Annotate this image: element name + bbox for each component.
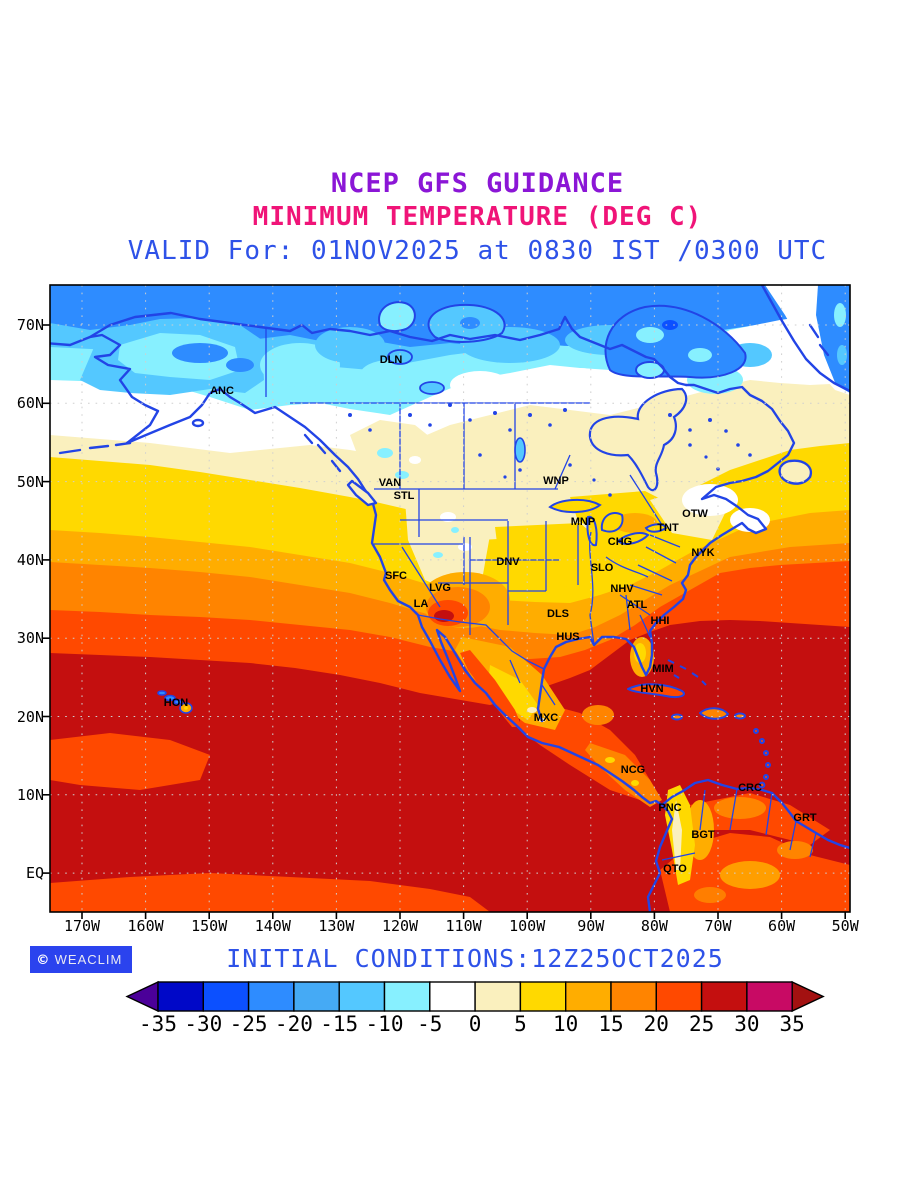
station-label-HON: HON xyxy=(163,697,189,709)
page-subtitle: MINIMUM TEMPERATURE (DEG C) xyxy=(252,202,703,232)
station-label-VAN: VAN xyxy=(378,477,402,489)
station-label-layer: ANC DLN VAN STL WNP MNP CHG OTW TNT NYK DNV SLO SFC L… xyxy=(50,285,850,912)
station-label-MIM: MIM xyxy=(652,663,674,675)
lat-label: 40N xyxy=(16,550,44,569)
temperature-map xyxy=(43,284,851,919)
station-label-LA: LA xyxy=(413,598,429,610)
map-art xyxy=(50,285,850,912)
lon-label: 90W xyxy=(577,917,605,935)
page-title: NCEP GFS GUIDANCE xyxy=(330,168,625,199)
colorbar-tick-label: 5 xyxy=(514,1012,527,1036)
lon-label: 80W xyxy=(640,917,668,935)
colorbar-tick-label: 20 xyxy=(643,1012,669,1036)
station-label-DLS: DLS xyxy=(547,608,569,620)
lat-label: 10N xyxy=(16,785,44,804)
lat-label: EQ xyxy=(25,864,44,883)
lat-label: 70N xyxy=(16,316,44,334)
station-label-MNP: MNP xyxy=(570,516,596,528)
lon-label: 160W xyxy=(127,917,164,935)
station-label-NHV: NHV xyxy=(610,583,634,595)
lon-label: 60W xyxy=(768,917,796,935)
colorbar-tick-label: 30 xyxy=(734,1012,760,1036)
station-label-OTW: OTW xyxy=(682,508,708,520)
station-label-ANC: ANC xyxy=(210,385,234,397)
lon-label: 120W xyxy=(381,917,419,935)
colorbar-tick-label: -5 xyxy=(417,1012,443,1036)
initial-conditions-line: INITIAL CONDITIONS:12Z25OCT2025 xyxy=(226,944,724,973)
colorbar-tick-label: 35 xyxy=(779,1012,805,1036)
colorbar-tick-label: -15 xyxy=(320,1012,359,1036)
temperature-colorbar xyxy=(125,980,825,1013)
station-label-QTO: QTO xyxy=(663,863,687,875)
lon-label: 110W xyxy=(445,917,482,935)
colorbar-tick-label: -30 xyxy=(184,1012,223,1036)
map-border xyxy=(49,284,851,913)
lon-label: 50W xyxy=(831,917,859,935)
valid-time-line: VALID For: 01NOV2025 at 0830 IST /0300 U… xyxy=(127,236,828,266)
station-label-CHG: CHG xyxy=(607,536,633,548)
colorbar-tick-label: -10 xyxy=(365,1012,404,1036)
lon-label: 150W xyxy=(191,917,228,935)
lat-label: 30N xyxy=(16,629,44,648)
lat-label: 60N xyxy=(16,394,44,413)
station-label-DNV: DNV xyxy=(496,556,520,568)
station-label-MXC: MXC xyxy=(533,712,559,724)
colorbar-tick-label: -25 xyxy=(229,1012,268,1036)
station-label-HUS: HUS xyxy=(556,631,580,643)
station-label-CRC: CRC xyxy=(738,782,762,794)
coastlines xyxy=(50,285,850,912)
station-label-WNP: WNP xyxy=(543,475,569,487)
station-label-SFC: SFC xyxy=(385,570,407,582)
colorbar-tick-label: 25 xyxy=(688,1012,715,1036)
station-label-NCG: NCG xyxy=(620,764,646,776)
lon-label: 130W xyxy=(318,917,355,935)
station-label-ATL: ATL xyxy=(626,599,648,611)
colorbar-tick-label: -20 xyxy=(274,1012,313,1036)
station-label-GRT: GRT xyxy=(793,812,817,824)
colorbar-tick-label: -35 xyxy=(139,1012,177,1036)
station-label-HHI: HHI xyxy=(650,615,670,627)
colorbar-tick-label: 10 xyxy=(553,1012,579,1036)
lat-label: 50N xyxy=(16,472,44,491)
station-label-HVN: HVN xyxy=(640,683,664,695)
station-label-PNC: PNC xyxy=(658,802,682,814)
station-label-TNT: TNT xyxy=(657,522,679,534)
lon-label: 170W xyxy=(63,917,101,935)
lon-label: 70W xyxy=(704,917,732,935)
station-label-DLN: DLN xyxy=(379,354,403,366)
colorbar-tick-label: 0 xyxy=(468,1012,482,1036)
weaclim-badge: © WEACLIM xyxy=(30,946,133,973)
small-lakes xyxy=(348,403,752,497)
copyright-icon: © xyxy=(38,949,48,969)
station-label-STL: STL xyxy=(393,490,415,502)
station-label-SLO: SLO xyxy=(590,562,614,574)
lon-label: 100W xyxy=(509,917,546,935)
colorbar-tick-label: 15 xyxy=(598,1012,624,1036)
lon-label: 140W xyxy=(254,917,291,935)
station-label-NYK: NYK xyxy=(691,547,715,559)
axis-ticks xyxy=(43,324,847,919)
station-label-BGT: BGT xyxy=(691,829,715,841)
station-label-LVG: LVG xyxy=(429,582,451,594)
badge-text: WEACLIM xyxy=(54,952,123,967)
lat-label: 20N xyxy=(16,707,44,726)
